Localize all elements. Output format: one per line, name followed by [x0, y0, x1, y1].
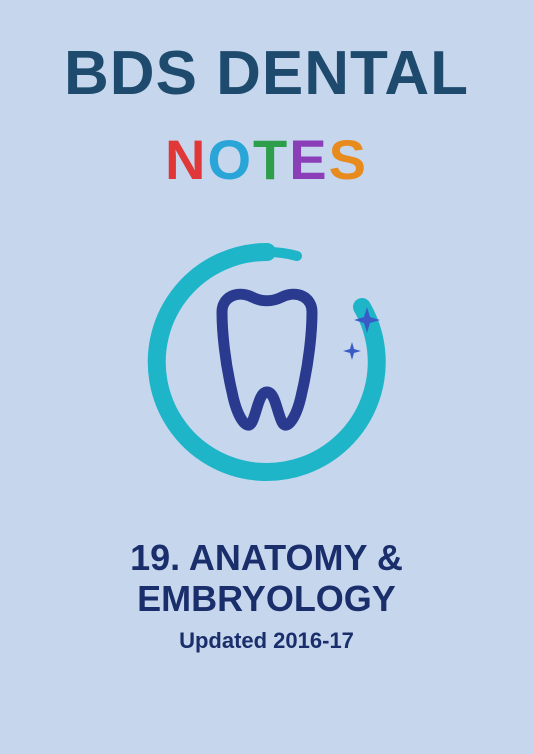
notes-letter: E: [289, 127, 328, 192]
notes-letter: S: [329, 127, 368, 192]
notes-word: NOTES: [165, 127, 368, 192]
main-title: BDS DENTAL: [64, 38, 469, 109]
subject-line-1: 19. ANATOMY &: [130, 537, 403, 578]
subject-title: 19. ANATOMY & EMBRYOLOGY: [130, 537, 403, 620]
tooth-logo: [127, 222, 407, 502]
subject-line-2: EMBRYOLOGY: [130, 578, 403, 619]
notes-letter: N: [165, 127, 207, 192]
updated-text: Updated 2016-17: [179, 628, 354, 654]
notes-letter: O: [207, 127, 253, 192]
notes-letter: T: [253, 127, 289, 192]
